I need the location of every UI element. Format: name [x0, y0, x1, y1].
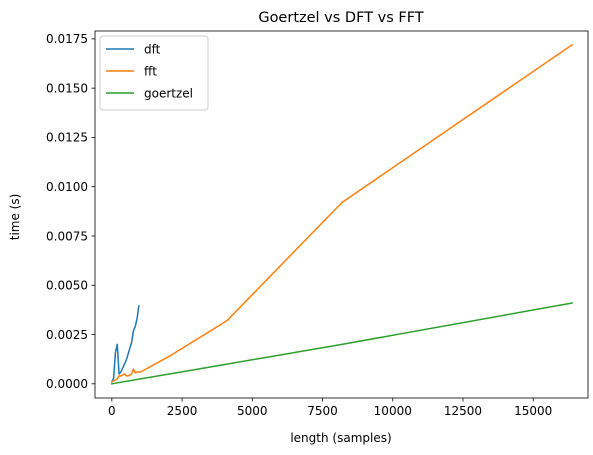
- y-tick-label: 0.0125: [46, 131, 88, 145]
- y-tick-label: 0.0175: [46, 32, 88, 46]
- legend-box: [99, 35, 209, 111]
- y-axis-title: time (s): [8, 194, 22, 241]
- x-tick-label: 10000: [374, 404, 412, 418]
- legend-label-fft: fft: [144, 64, 157, 78]
- axes-frame: [94, 30, 589, 399]
- x-tick-label: 2500: [167, 404, 198, 418]
- series-line-fft: [110, 43, 574, 383]
- chart-title: Goertzel vs DFT vs FFT: [258, 10, 423, 26]
- legend: dft fft goertzel: [99, 35, 209, 111]
- y-tick-label: 0.0100: [46, 180, 88, 194]
- y-tick-label: 0.0050: [46, 279, 88, 293]
- series-line-goertzel: [110, 302, 573, 385]
- y-tick-label: 0.0000: [46, 377, 88, 391]
- legend-label-dft: dft: [144, 42, 161, 56]
- y-tick-label: 0.0025: [46, 328, 88, 342]
- y-tick-label: 0.0150: [46, 81, 88, 95]
- legend-label-goertzel: goertzel: [144, 86, 193, 100]
- x-tick-label: 5000: [237, 404, 268, 418]
- x-tick-label: 15000: [514, 404, 552, 418]
- series-line-dft: [110, 305, 140, 383]
- x-tick-label: 0: [108, 404, 116, 418]
- x-tick-label: 12500: [444, 404, 482, 418]
- plot-area: 0 2500 5000 7500 10000 12500 15000 0.0000 0.0025…: [46, 30, 589, 418]
- x-tick-label: 7500: [307, 404, 338, 418]
- y-tick-label: 0.0075: [46, 229, 88, 243]
- x-axis-title: length (samples): [290, 431, 391, 445]
